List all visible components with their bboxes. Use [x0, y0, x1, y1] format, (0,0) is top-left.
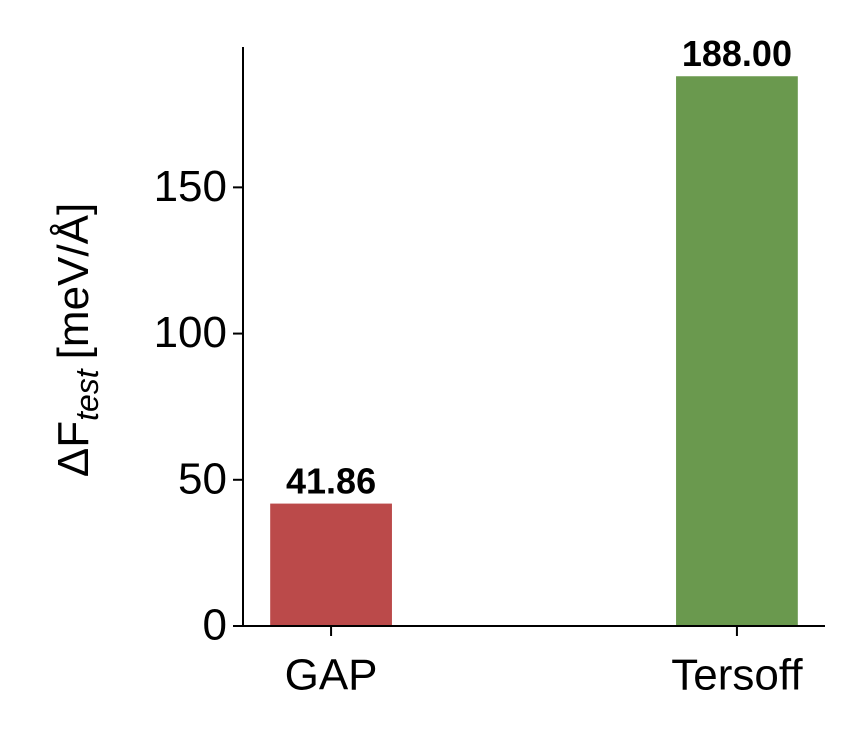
y-label-main: ΔF [49, 421, 98, 477]
y-tick-label: 100 [154, 308, 227, 357]
bar [676, 76, 798, 626]
value-label: 41.86 [286, 461, 376, 502]
y-tick-label: 50 [178, 454, 227, 503]
y-label-subscript: test [69, 368, 105, 421]
y-tick-label: 0 [203, 601, 227, 650]
y-label-unit: [meV/Å] [49, 203, 98, 360]
x-tick-label: Tersoff [671, 651, 803, 700]
value-label: 188.00 [682, 33, 792, 74]
bar [270, 503, 392, 626]
y-tick-label: 150 [154, 162, 227, 211]
x-tick-label: GAP [285, 651, 378, 700]
y-axis-label: ΔFtest [meV/Å] [49, 203, 105, 477]
